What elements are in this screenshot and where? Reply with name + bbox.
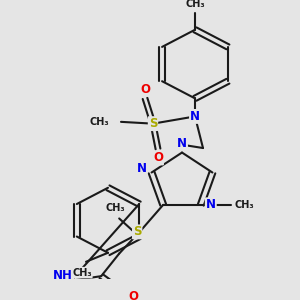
Text: O: O <box>128 290 138 300</box>
Text: O: O <box>140 83 150 96</box>
Text: CH₃: CH₃ <box>185 0 205 10</box>
Text: CH₃: CH₃ <box>72 268 92 278</box>
Text: N: N <box>177 137 187 150</box>
Text: N: N <box>190 110 200 123</box>
Text: S: S <box>133 225 141 239</box>
Text: O: O <box>153 152 163 164</box>
Text: N: N <box>206 198 216 211</box>
Text: N: N <box>136 162 147 176</box>
Text: CH₃: CH₃ <box>235 200 255 210</box>
Text: CH₃: CH₃ <box>105 202 125 213</box>
Text: S: S <box>149 117 157 130</box>
Text: CH₃: CH₃ <box>89 117 109 127</box>
Text: NH: NH <box>53 269 73 282</box>
